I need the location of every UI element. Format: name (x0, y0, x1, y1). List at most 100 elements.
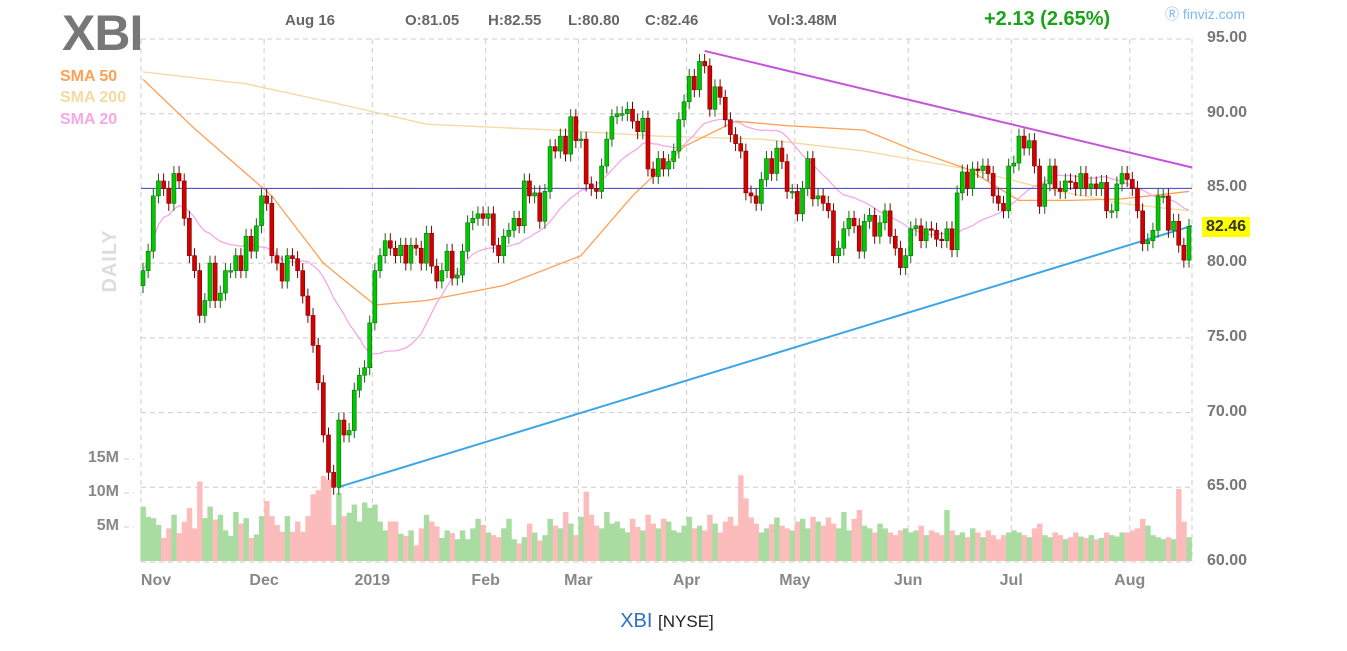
candle-body (939, 238, 944, 242)
candle-body (217, 292, 223, 301)
footer-exchange: [NYSE] (658, 612, 714, 631)
volume-bar (722, 521, 729, 561)
volume-bar (228, 535, 234, 561)
candle-body (243, 235, 249, 271)
volume-bar (702, 530, 708, 561)
x-tick-label: 2019 (354, 572, 391, 589)
volume-bar (284, 516, 291, 561)
candle-body (1057, 188, 1063, 192)
volume-bar (588, 514, 595, 561)
candle-body (789, 191, 795, 194)
footer-symbol-link[interactable]: XBI (620, 610, 653, 632)
candle-body (965, 171, 970, 189)
volume-bar (913, 530, 919, 561)
volume-bar (243, 518, 249, 561)
candle-body (671, 150, 677, 162)
volume-bar (310, 494, 316, 561)
finviz-brand-link[interactable]: Ⓡ finviz.com (1165, 6, 1245, 22)
volume-bar (1098, 537, 1105, 561)
volume-bar (985, 530, 991, 561)
candle-body (161, 180, 166, 189)
volume-bar (1042, 535, 1048, 561)
volume-bar (367, 507, 373, 561)
candle-body (475, 213, 481, 219)
candle-body (697, 61, 702, 91)
volume-bar (176, 533, 182, 561)
volume-bar (980, 537, 986, 561)
candle-body (599, 165, 604, 192)
volume-bar (666, 521, 672, 561)
candle-body (826, 203, 831, 212)
volume-bar (315, 490, 322, 561)
x-tick-label: May (779, 572, 811, 589)
candle-body (856, 225, 862, 252)
candle-body (1006, 165, 1011, 212)
volume-bar (820, 525, 827, 561)
candle-body (300, 270, 306, 297)
candle-body (795, 191, 800, 215)
volume-bar (562, 512, 569, 561)
sma50-line (142, 78, 1190, 306)
candle-body (851, 218, 857, 227)
volume-bar (161, 537, 167, 561)
volume-bar (320, 476, 327, 561)
volume-bar (547, 518, 553, 561)
volume-bar (882, 528, 888, 561)
volume-bar (217, 514, 224, 561)
candle-body (465, 222, 470, 252)
candle-body (248, 235, 254, 252)
y-tick-label: 60.00 (1207, 552, 1248, 569)
volume-bar (671, 530, 677, 561)
candle-body (588, 183, 594, 189)
candle-body (537, 192, 543, 222)
candle-body (269, 203, 275, 256)
candle-body (362, 367, 367, 376)
candle-body (1130, 179, 1135, 189)
x-tick-label: Nov (140, 572, 172, 589)
volume-bar (1031, 528, 1038, 561)
candle-body (1032, 140, 1037, 167)
volume-bar (758, 532, 765, 561)
volume-bar (253, 534, 260, 561)
candle-body (887, 210, 893, 237)
candle-body (187, 218, 192, 256)
candle-body (382, 240, 388, 256)
candle-body (609, 116, 615, 140)
volume-bar (361, 502, 368, 561)
candle-body (238, 255, 244, 271)
volume-bar (454, 539, 461, 561)
candle-body (315, 345, 321, 383)
candle-body (743, 150, 749, 194)
volume-bar (681, 525, 687, 561)
volume-bar (856, 510, 863, 561)
candle-body (1016, 135, 1022, 164)
volume-bar (186, 507, 193, 561)
candle-body (640, 117, 646, 132)
candle-body (558, 135, 563, 152)
volume-bar (1119, 532, 1125, 561)
volume-bar (207, 506, 213, 561)
volume-bar (763, 528, 770, 561)
volume-bar (413, 545, 419, 561)
volume-bar (1176, 488, 1182, 561)
candle-body (923, 228, 929, 242)
candle-body (388, 240, 393, 249)
volume-bar (686, 516, 693, 561)
candle-body (295, 258, 300, 271)
volume-bar (557, 528, 564, 561)
volume-bar (1036, 523, 1043, 561)
candle-body (202, 300, 208, 316)
candle-body (820, 195, 826, 204)
candle-body (1001, 203, 1006, 212)
candle-body (212, 262, 218, 301)
volume-bar (1026, 537, 1033, 561)
candle-body (630, 108, 635, 122)
volume-bar (449, 533, 456, 561)
y-tick-label: 85.00 (1207, 178, 1248, 196)
candle-body (1119, 173, 1125, 185)
volume-bar (573, 535, 579, 561)
candle-body (259, 195, 264, 227)
candle-body (1099, 182, 1104, 189)
candle-body (552, 146, 558, 152)
